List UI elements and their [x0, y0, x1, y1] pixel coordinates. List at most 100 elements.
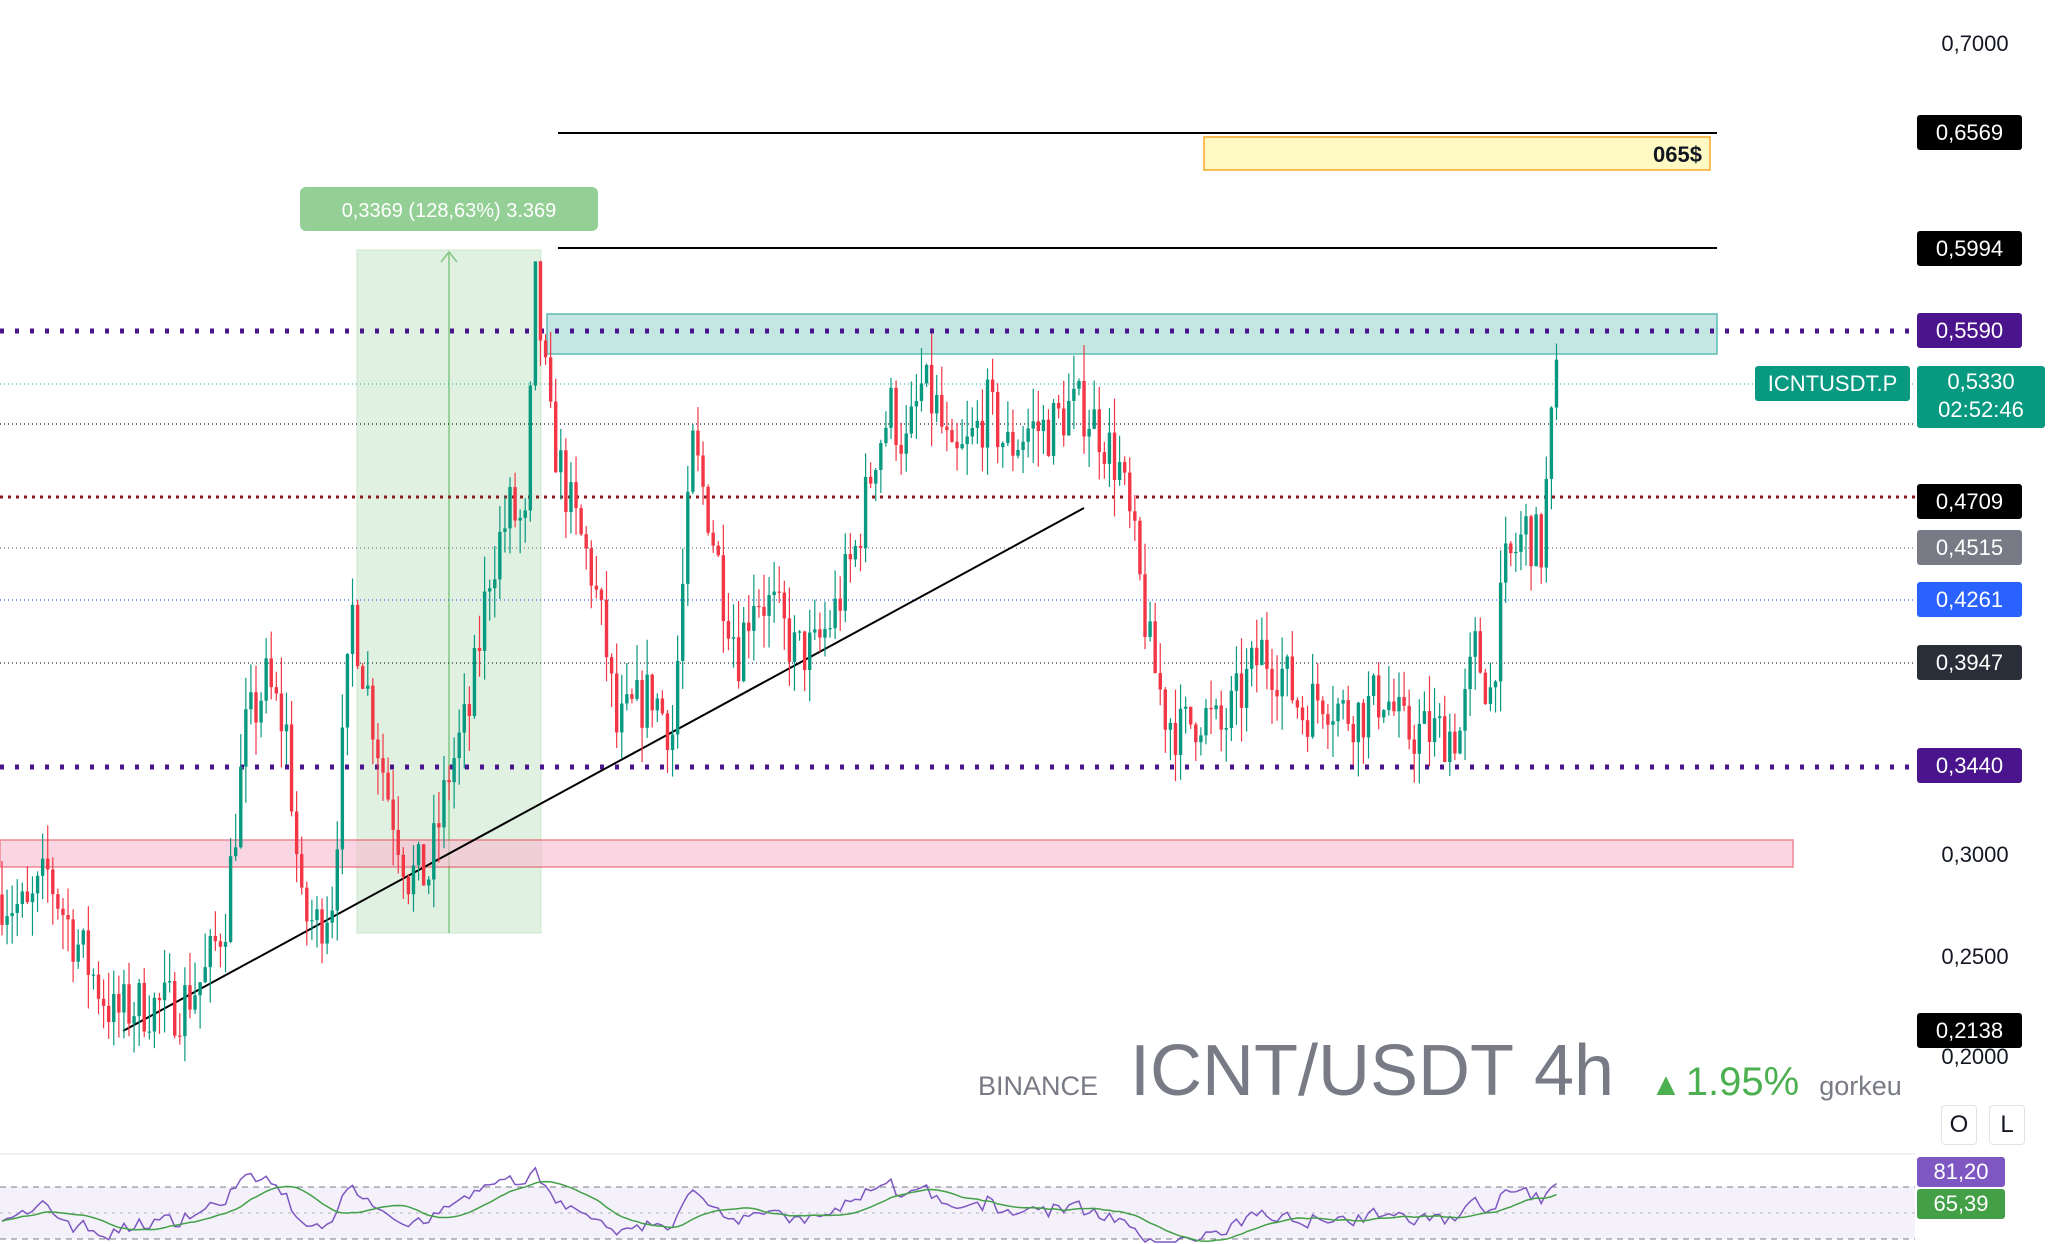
- candle-body: [635, 679, 639, 699]
- candle-body: [1265, 639, 1269, 669]
- candle-body: [650, 674, 654, 711]
- candle-body: [1001, 442, 1005, 448]
- candle-body: [1148, 621, 1152, 637]
- candle-body: [792, 632, 797, 662]
- candle-body: [1138, 520, 1142, 575]
- candle-body: [833, 598, 837, 629]
- candle-body: [1341, 700, 1345, 704]
- candle-body: [76, 944, 80, 962]
- candle-body: [1112, 432, 1117, 480]
- candle-body: [609, 657, 614, 674]
- candle-body: [1239, 673, 1244, 708]
- candle-body: [1300, 707, 1305, 721]
- price-label-06569: 0,6569: [1917, 115, 2022, 150]
- candle-body: [863, 476, 868, 549]
- candles-group: [0, 260, 1559, 1062]
- candle-body: [61, 908, 65, 916]
- candle-body: [289, 724, 294, 812]
- candle-body: [467, 704, 472, 717]
- candle-body: [66, 915, 70, 920]
- candle-body: [1031, 421, 1035, 429]
- candle-body: [1290, 656, 1295, 701]
- candle-body: [955, 441, 959, 449]
- candle-body: [620, 703, 624, 733]
- candle-body: [762, 606, 766, 616]
- candle-body: [132, 1016, 136, 1024]
- candle-body: [508, 487, 512, 529]
- candle-body: [543, 340, 548, 358]
- measure-arrowhead: [440, 250, 458, 263]
- candle-body: [1036, 421, 1041, 432]
- candle-body: [813, 629, 817, 633]
- support-zone[interactable]: [0, 839, 1794, 868]
- candle-body: [305, 887, 309, 922]
- candle-body: [548, 357, 553, 402]
- rsi-line: [1, 1166, 1557, 1243]
- candle-body: [559, 450, 563, 473]
- candle-body: [1006, 431, 1010, 443]
- candle-body: [1219, 705, 1223, 730]
- candle-body: [1478, 631, 1482, 673]
- candle-body: [1209, 707, 1213, 710]
- resistance-zone[interactable]: [546, 313, 1718, 355]
- candle-body: [1468, 656, 1472, 690]
- candle-body: [147, 1031, 152, 1033]
- candle-body: [1544, 478, 1549, 568]
- candle-body: [1412, 739, 1416, 754]
- open-toggle-button[interactable]: O: [1941, 1105, 1977, 1145]
- candle-body: [81, 930, 85, 945]
- candle-body: [1153, 621, 1157, 674]
- trendline[interactable]: [122, 507, 1085, 1032]
- candle-body: [1082, 380, 1086, 437]
- candle-body: [681, 583, 685, 661]
- candle-body: [701, 455, 705, 487]
- candle-body: [777, 591, 781, 593]
- price-label-04709: 0,4709: [1917, 484, 2022, 519]
- candle-body: [899, 444, 903, 454]
- candle-body: [940, 394, 944, 427]
- candle-body: [442, 780, 446, 828]
- candle-body: [645, 674, 649, 728]
- change-percent: 1.95%: [1685, 1060, 1800, 1104]
- candle-body: [1087, 428, 1091, 437]
- candle-body: [1016, 449, 1020, 456]
- candle-body: [1234, 673, 1239, 691]
- candle-body: [889, 387, 893, 428]
- candle-body: [564, 450, 568, 513]
- lock-toggle-button[interactable]: L: [1989, 1105, 2025, 1145]
- exchange-name: BINANCE: [978, 1071, 1099, 1101]
- candle-body: [167, 981, 172, 983]
- candle-body: [660, 698, 665, 714]
- candle-body: [594, 585, 599, 590]
- candle-body: [1011, 431, 1015, 456]
- candle-body: [1310, 683, 1315, 737]
- candle-body: [1432, 718, 1437, 743]
- candle-body: [579, 508, 583, 535]
- price-label-05994: 0,5994: [1917, 231, 2022, 266]
- candle-body: [1107, 432, 1112, 464]
- candle-body: [1249, 647, 1254, 669]
- candle-body: [376, 739, 380, 759]
- y-tick: 0,7000: [1941, 31, 2009, 56]
- candle-body: [86, 930, 91, 975]
- candle-body: [35, 875, 40, 894]
- candle-body: [797, 631, 802, 633]
- candle-body: [1397, 697, 1401, 712]
- candle-body: [640, 679, 644, 728]
- candle-body: [25, 891, 30, 903]
- target-box[interactable]: [1203, 136, 1711, 171]
- candle-body: [284, 724, 289, 732]
- candle-body: [452, 758, 456, 783]
- candle-body: [655, 698, 660, 711]
- price-label-05590: 0,5590: [1917, 313, 2022, 348]
- candle-body: [924, 364, 929, 384]
- candle-body: [396, 829, 400, 855]
- rsi-ma-line: [1, 1180, 1557, 1243]
- candle-body: [1514, 551, 1518, 554]
- candle-body: [264, 658, 268, 701]
- candle-body: [1326, 714, 1330, 725]
- rsi-lines-group: [1, 1166, 1557, 1243]
- candle-body: [879, 443, 883, 470]
